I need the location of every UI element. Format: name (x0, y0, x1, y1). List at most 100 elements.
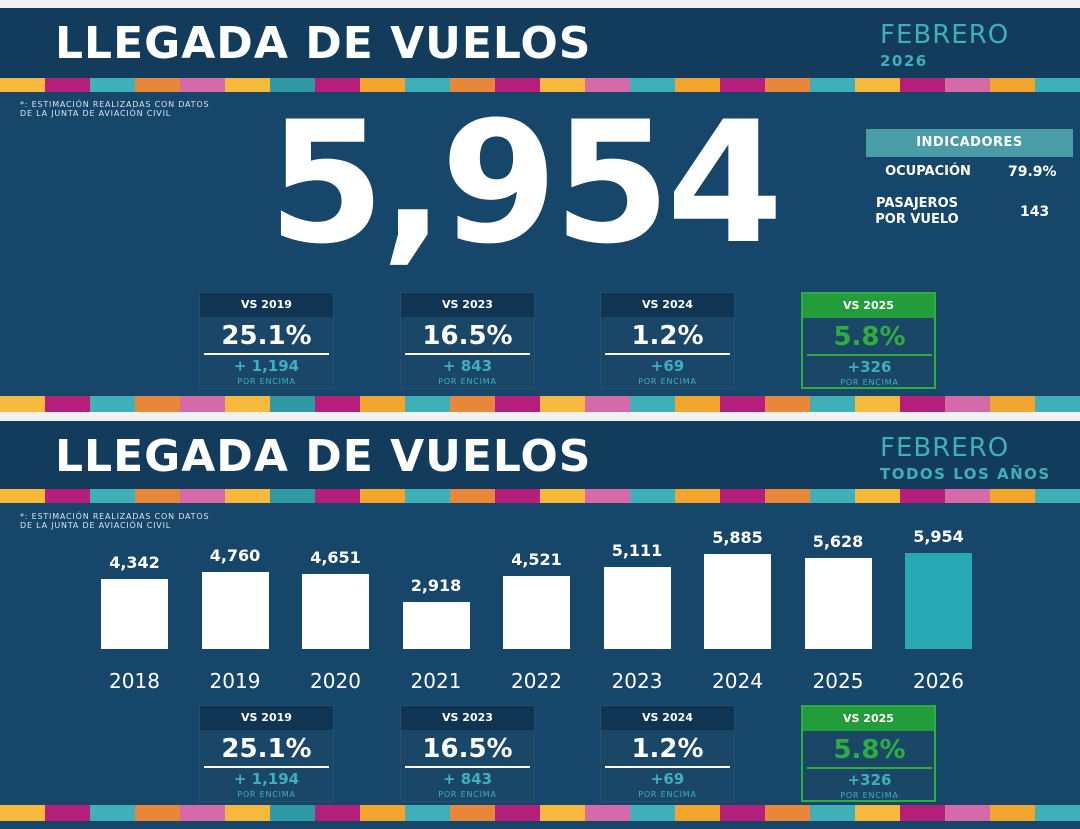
comparison-label: VS 2025 (803, 707, 934, 731)
bar-value-label-2018: 4,342 (109, 552, 160, 572)
comparison-card: VS 2023 16.5% + 843 POR ENCIMA (400, 705, 535, 802)
year-tick-label-2025: 2025 (812, 669, 864, 693)
stripe-segment (315, 805, 360, 821)
stripe-segment (990, 396, 1035, 412)
stripe-segment (360, 489, 405, 503)
stripe-segment (270, 396, 315, 412)
year-tick-label-2026: 2026 (913, 669, 964, 693)
pax-label-line2: POR VUELO (875, 212, 959, 227)
comparison-card: VS 2024 1.2% +69 POR ENCIMA (600, 292, 735, 389)
stripe-segment (540, 396, 585, 412)
comparison-label: VS 2023 (401, 293, 534, 317)
year-tick-label-2020: 2020 (310, 669, 361, 693)
bar-2026 (905, 553, 972, 649)
comparison-label: VS 2023 (401, 706, 534, 730)
stripe-segment (495, 78, 540, 92)
stripe-segment (720, 78, 765, 92)
bottom-note-line2: DE LA JUNTA DE AVIACIÓN CIVIL (20, 521, 171, 530)
bottom-decor-stripe (0, 489, 1080, 503)
comparison-delta: + 1,194 (233, 357, 300, 375)
stripe-segment (405, 78, 450, 92)
stripe-segment (135, 489, 180, 503)
comparison-delta: +69 (650, 357, 685, 375)
stripe-segment (225, 805, 270, 821)
year-tick-label-2019: 2019 (209, 669, 261, 693)
stripe-segment (1035, 396, 1080, 412)
stripe-segment (180, 805, 225, 821)
comparison-footnote: POR ENCIMA (638, 790, 697, 799)
bar-value-label-2021: 2,918 (410, 575, 462, 595)
comparison-footnote: POR ENCIMA (237, 790, 296, 799)
bottom-header-band: LLEGADA DE VUELOS FEBRERO TODOS LOS AÑOS (0, 421, 1080, 491)
stripe-segment (225, 396, 270, 412)
bar-2022 (503, 576, 570, 649)
bar-2019 (201, 572, 269, 649)
comparison-divider (605, 353, 730, 355)
occupancy-label: OCUPACIÓN (885, 164, 971, 179)
stripe-segment (945, 489, 990, 503)
comparison-delta: +326 (847, 358, 892, 376)
stripe-segment (1035, 78, 1080, 92)
stripe-segment (270, 78, 315, 92)
bottom-bottom-stripe (0, 805, 1080, 821)
stripe-segment (90, 396, 135, 412)
bar-value-label-2024: 5,885 (712, 528, 763, 548)
comparison-footnote: POR ENCIMA (840, 791, 899, 800)
stripe-segment (135, 78, 180, 92)
stripe-segment (450, 489, 495, 503)
stripe-segment (585, 805, 630, 821)
comparison-delta: + 843 (442, 357, 493, 375)
stripe-segment (225, 489, 270, 503)
comparison-percent: 5.8% (833, 735, 906, 765)
comparison-label: VS 2019 (200, 293, 333, 317)
bar-value-label-2020: 4,651 (310, 548, 361, 567)
stripe-segment (360, 396, 405, 412)
stripe-segment (45, 78, 90, 92)
comparison-delta: +69 (650, 770, 685, 788)
comparison-percent: 1.2% (631, 321, 704, 351)
top-decor-stripe (0, 78, 1080, 92)
indicators-header: INDICADORES (866, 129, 1073, 157)
bar-2021 (402, 601, 470, 649)
pax-per-flight-value: 143 (1020, 204, 1050, 220)
stripe-segment (450, 78, 495, 92)
stripe-segment (315, 78, 360, 92)
stripe-segment (540, 489, 585, 503)
comparison-label: VS 2024 (601, 293, 734, 317)
stripe-segment (0, 78, 45, 92)
stripe-segment (990, 805, 1035, 821)
bar-2024 (704, 554, 771, 649)
bar-2023 (603, 566, 671, 649)
stripe-segment (0, 489, 45, 503)
stripe-segment (855, 396, 900, 412)
stripe-segment (495, 396, 540, 412)
year-tick-label-2024: 2024 (712, 669, 763, 693)
comparison-footnote: POR ENCIMA (438, 790, 497, 799)
stripe-segment (810, 396, 855, 412)
bar-value-label-2023: 5,111 (611, 540, 663, 560)
bar-value-label-2026: 5,954 (913, 527, 964, 546)
stripe-segment (180, 489, 225, 503)
stripe-segment (0, 396, 45, 412)
stripe-segment (540, 78, 585, 92)
stripe-segment (315, 396, 360, 412)
stripe-segment (180, 396, 225, 412)
stripe-segment (855, 489, 900, 503)
total-arrivals-number: 5,954 (268, 85, 783, 281)
bottom-panel: LLEGADA DE VUELOS FEBRERO TODOS LOS AÑOS… (0, 421, 1080, 829)
stripe-segment (900, 396, 945, 412)
stripe-segment (360, 805, 405, 821)
top-note-line1: *: ESTIMACIÓN REALIZADAS CON DATOS (20, 100, 210, 109)
stripe-segment (900, 489, 945, 503)
stripe-segment (405, 396, 450, 412)
stripe-segment (630, 396, 675, 412)
bar-2020 (302, 574, 369, 649)
comparison-divider (605, 766, 730, 768)
comparison-percent: 16.5% (422, 321, 513, 351)
stripe-segment (675, 78, 720, 92)
comparison-delta: +326 (847, 771, 892, 789)
stripe-segment (540, 805, 585, 821)
comparison-percent: 25.1% (221, 321, 312, 351)
stripe-segment (135, 805, 180, 821)
stripe-segment (765, 78, 810, 92)
